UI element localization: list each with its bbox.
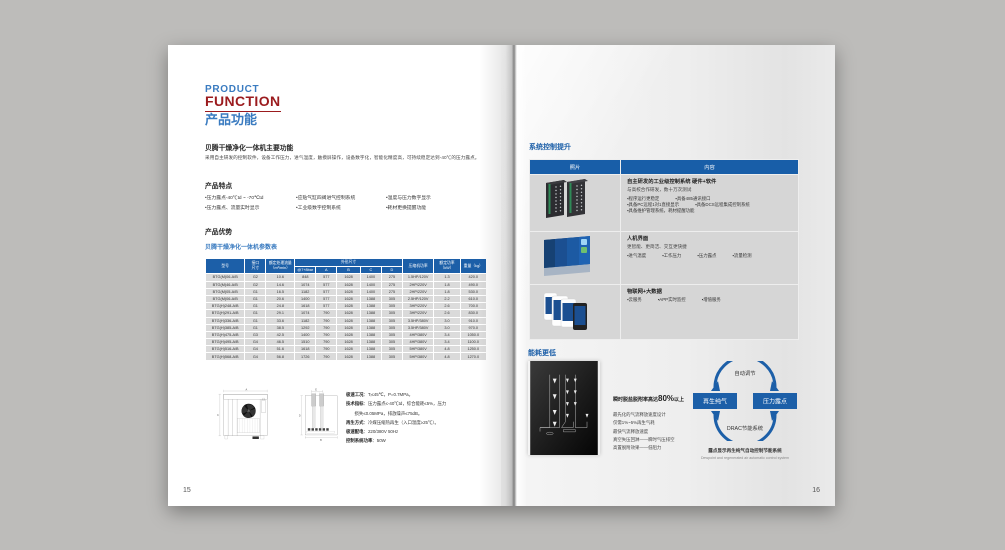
svg-text:DRAC节能系统: DRAC节能系统 [727,424,764,432]
svg-text:再生纯气: 再生纯气 [703,398,727,406]
svg-text:D: D [299,415,301,418]
svg-text:C: C [217,413,219,417]
svg-text:压力露点: 压力露点 [763,398,787,406]
svg-text:B: B [320,439,322,442]
svg-text:A: A [245,387,247,391]
svg-text:自动调节: 自动调节 [734,369,755,377]
